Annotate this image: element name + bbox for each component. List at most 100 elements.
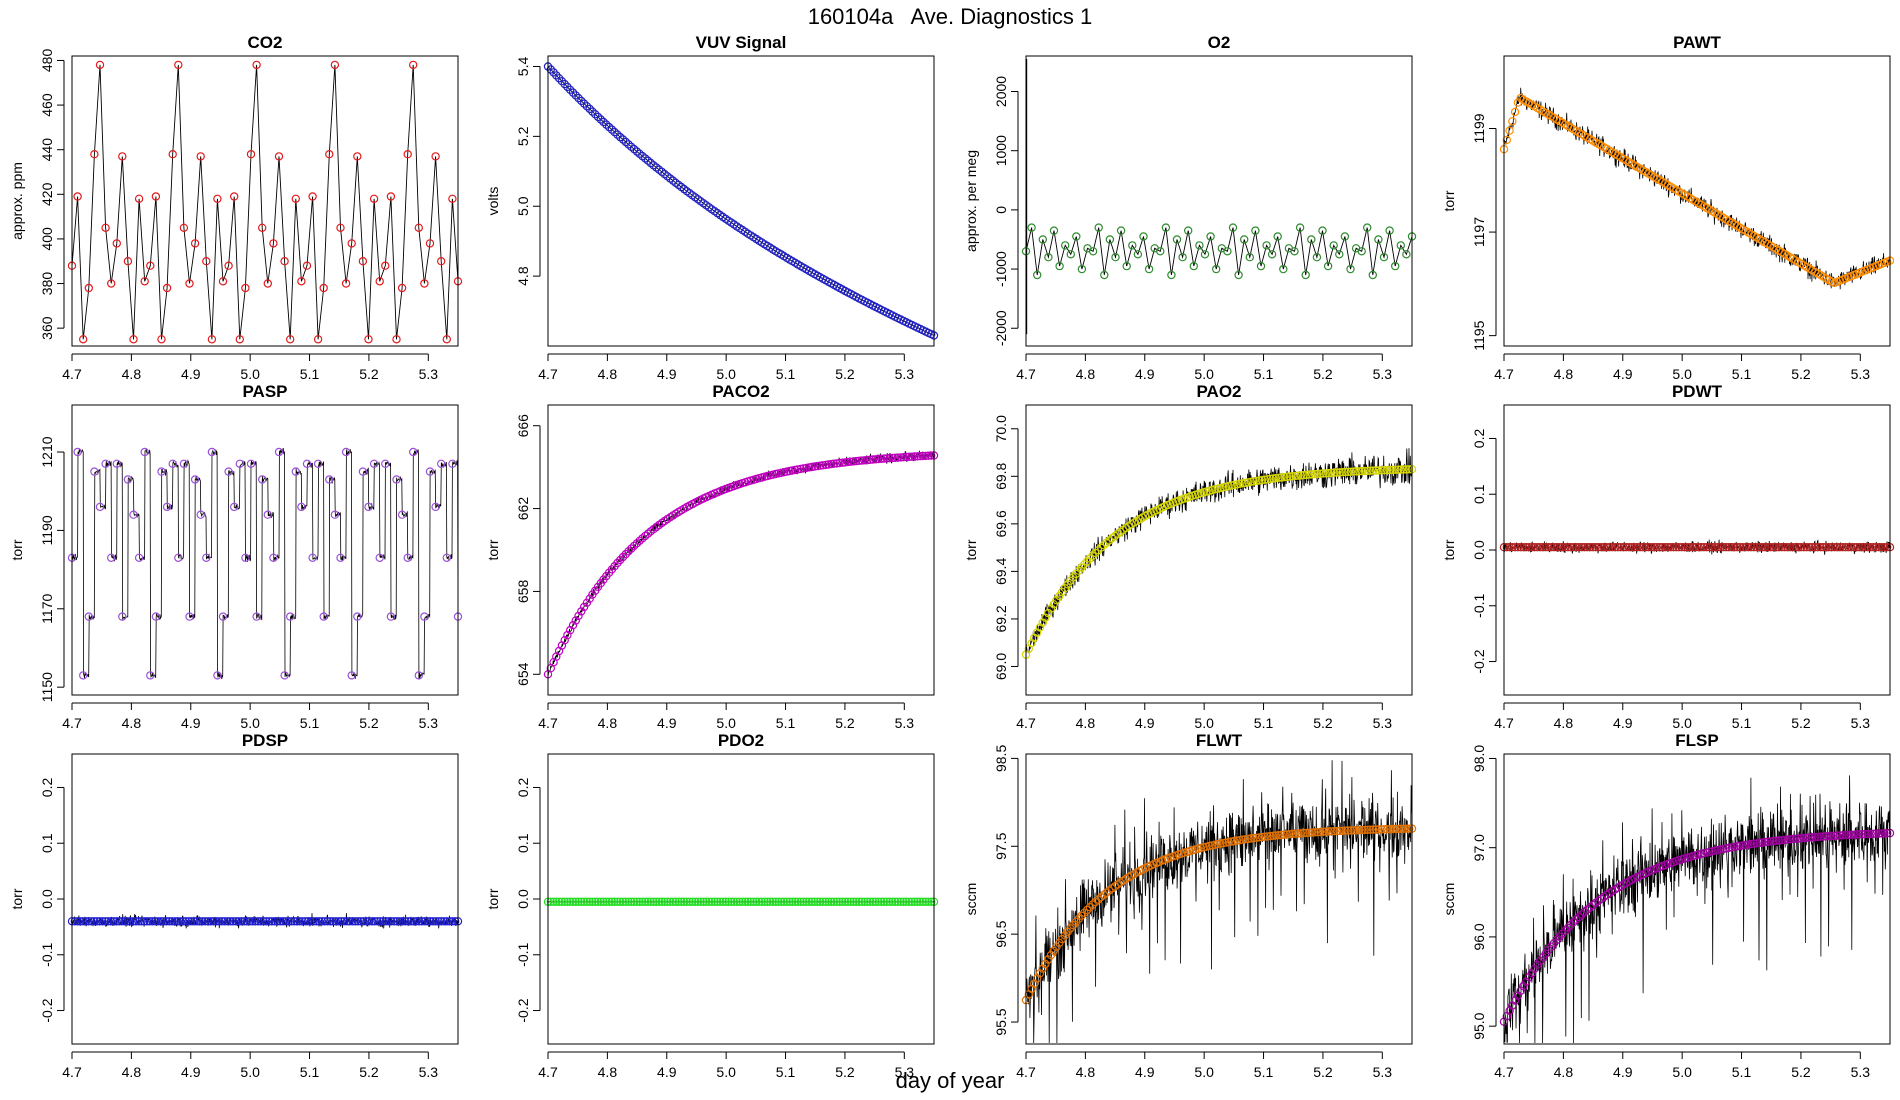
- x-tick-label: 5.0: [1194, 366, 1214, 382]
- data-point: [392, 475, 401, 484]
- data-point: [373, 917, 382, 926]
- data-point: [1710, 543, 1720, 552]
- data-point: [1752, 543, 1761, 552]
- data-point: [1849, 830, 1859, 839]
- data-point: [1285, 830, 1295, 839]
- data-point: [893, 453, 903, 462]
- data-point: [752, 897, 761, 907]
- data-point: [1329, 827, 1339, 836]
- data-point: [1206, 232, 1215, 241]
- x-tick-label: 4.7: [62, 715, 82, 731]
- data-point: [342, 917, 352, 926]
- data-point: [710, 897, 719, 907]
- data-point: [1088, 247, 1098, 256]
- data-point: [1379, 825, 1389, 834]
- data-point: [228, 917, 238, 926]
- data-point: [635, 149, 644, 158]
- data-point: [627, 544, 636, 553]
- x-tick-label: 4.8: [122, 1064, 142, 1080]
- data-point: [126, 917, 135, 926]
- data-point: [1602, 543, 1611, 552]
- data-point: [577, 607, 586, 616]
- data-point: [641, 531, 650, 541]
- data-point: [326, 917, 335, 926]
- data-point: [1352, 826, 1361, 835]
- x-tick-label: 5.3: [1851, 715, 1871, 731]
- data-point: [1379, 253, 1389, 262]
- y-tick-label: 95.0: [1471, 1012, 1487, 1039]
- x-tick-label: 5.0: [1672, 1064, 1692, 1080]
- data-point: [226, 917, 235, 926]
- data-point: [824, 460, 833, 469]
- data-point: [319, 283, 328, 293]
- data-point: [278, 917, 288, 926]
- data-point: [582, 897, 592, 907]
- y-axis-label: approx. per meg: [963, 150, 979, 252]
- plot-frame: [1503, 753, 1891, 1045]
- data-point: [376, 917, 385, 926]
- data-point: [621, 549, 631, 559]
- data-point: [1260, 832, 1270, 841]
- data-point: [231, 917, 240, 926]
- data-point: [431, 152, 440, 161]
- data-point: [1288, 472, 1297, 481]
- y-tick-label: 96.0: [1471, 923, 1487, 950]
- y-tick-label: -0.1: [1471, 593, 1487, 617]
- data-point: [437, 257, 446, 266]
- data-point: [270, 917, 279, 926]
- data-point: [1807, 833, 1817, 842]
- data-point: [818, 897, 828, 907]
- data-point: [1282, 472, 1292, 481]
- y-tick-label: -0.1: [39, 942, 55, 966]
- data-point: [420, 612, 429, 621]
- x-tick-label: 5.1: [1732, 1064, 1752, 1080]
- data-point: [632, 539, 642, 548]
- x-tick-label: 5.1: [1732, 366, 1752, 382]
- data-point: [367, 917, 377, 926]
- x-tick-label: 5.3: [419, 1064, 439, 1080]
- x-tick-label: 5.0: [716, 366, 736, 382]
- x-tick-label: 5.2: [835, 366, 855, 382]
- data-point: [1544, 543, 1553, 552]
- data-point: [1110, 531, 1120, 541]
- x-tick-label: 5.2: [1791, 1064, 1811, 1080]
- data-point: [280, 257, 289, 266]
- data-point: [356, 917, 365, 926]
- data-point: [409, 60, 418, 70]
- data-point: [616, 897, 625, 907]
- data-point: [1266, 831, 1275, 841]
- data-point: [1816, 832, 1825, 841]
- data-point: [566, 85, 575, 95]
- y-axis-label: sccm: [963, 883, 979, 916]
- data-point: [78, 671, 88, 680]
- x-tick-label: 5.3: [1373, 1064, 1393, 1080]
- data-point: [560, 79, 569, 89]
- data-point: [209, 917, 218, 926]
- data-point: [1271, 474, 1281, 483]
- data-point: [1302, 828, 1311, 838]
- data-point: [638, 151, 647, 161]
- data-point: [386, 612, 396, 621]
- data-point: [699, 897, 708, 907]
- data-point: [1852, 830, 1861, 839]
- data-point: [1093, 895, 1103, 904]
- data-point: [835, 458, 844, 468]
- data-point: [1566, 543, 1575, 552]
- data-point: [439, 917, 449, 926]
- x-tick-label: 4.8: [598, 715, 618, 731]
- data-point: [229, 502, 239, 512]
- data-point: [1558, 543, 1567, 552]
- y-tick-label: 662: [515, 497, 531, 521]
- data-point: [1268, 831, 1278, 841]
- data-point: [1099, 890, 1109, 900]
- data-point: [309, 917, 318, 926]
- chart-panel-pdwt: PDWT torr 4.7 4.8 4.9 5.0 5.1 5.2 5.3 -0.2 -0.1 0.0…: [1441, 382, 1895, 731]
- data-point: [259, 917, 268, 926]
- data-point: [1535, 543, 1545, 552]
- data-point: [1824, 831, 1834, 841]
- data-point: [1755, 838, 1764, 848]
- data-point: [571, 91, 581, 100]
- data-point: [1245, 253, 1255, 262]
- data-point: [596, 115, 606, 124]
- data-point: [1741, 840, 1750, 850]
